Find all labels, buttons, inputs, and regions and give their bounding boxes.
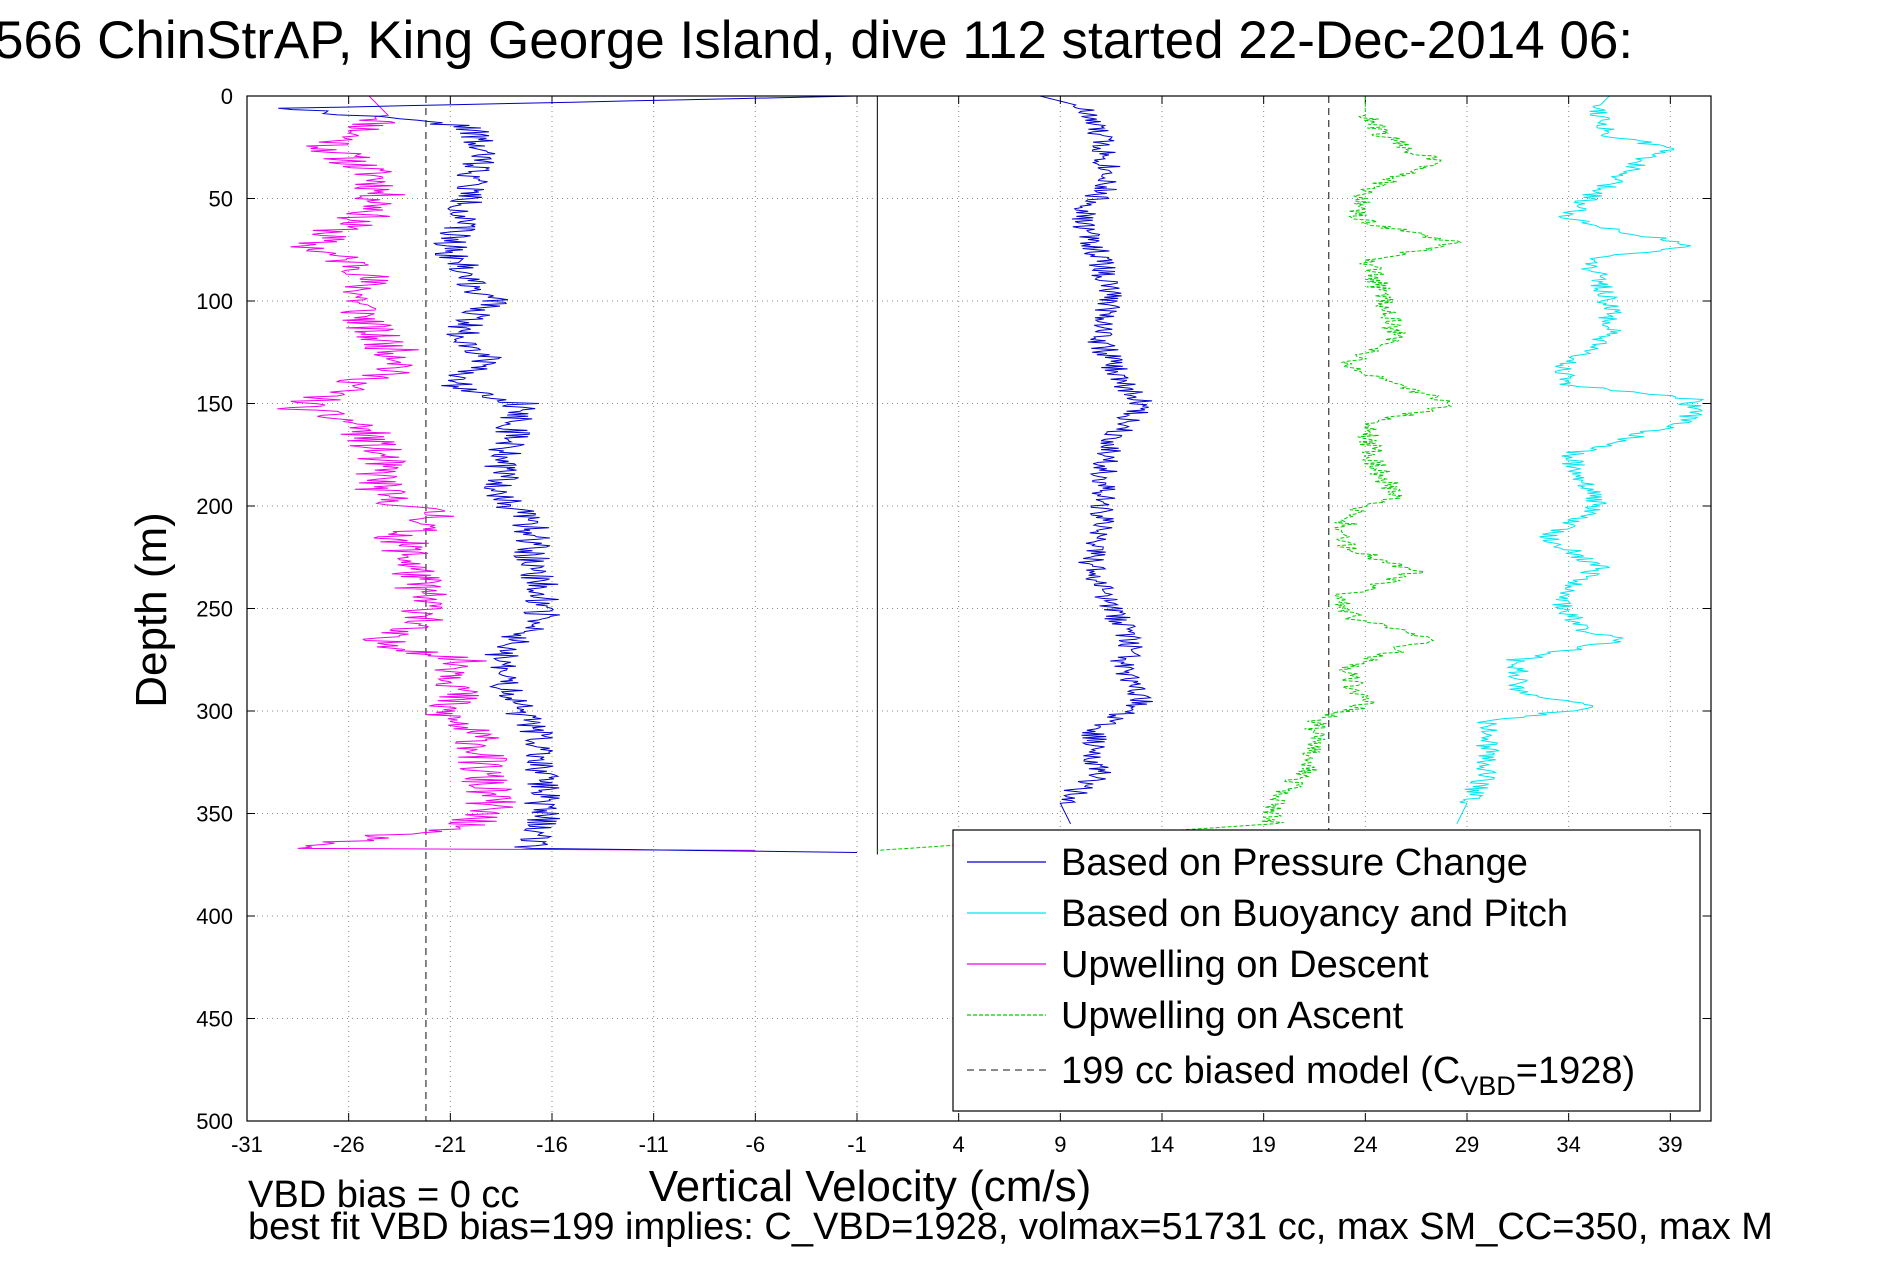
plot-frame [246, 95, 1712, 1122]
x-tick-label: -26 [333, 1132, 365, 1157]
x-tick-label: 34 [1556, 1132, 1580, 1157]
pressure-change-descent-line [278, 95, 858, 853]
legend-buoyancy-pitch-label: Based on Buoyancy and Pitch [1061, 893, 1568, 935]
y-tick-label: 150 [196, 392, 233, 417]
x-tick-label: -31 [231, 1132, 263, 1157]
x-tick-label: -1 [847, 1132, 867, 1157]
x-tick-label: -11 [639, 1132, 669, 1157]
y-tick-label: 300 [196, 699, 233, 724]
x-tick-label: 14 [1150, 1132, 1174, 1157]
best-fit-note: best fit VBD bias=199 implies: C_VBD=192… [248, 1206, 1773, 1248]
x-tick-label: 4 [953, 1132, 965, 1157]
x-tick-label: 19 [1251, 1132, 1275, 1157]
upwelling-descent-line [277, 95, 756, 851]
chart-title: 566 ChinStrAP, King George Island, dive … [0, 11, 1634, 70]
legend-box [952, 829, 1701, 1112]
y-tick-label: 450 [196, 1007, 233, 1032]
upwelling-ascent-line [877, 96, 1462, 851]
x-tick-label: 29 [1455, 1132, 1479, 1157]
x-tick-label: 24 [1353, 1132, 1377, 1157]
x-tick-label: -16 [536, 1132, 568, 1157]
y-tick-label: 100 [196, 289, 233, 314]
legend-upwelling-ascent-label: Upwelling on Ascent [1061, 995, 1404, 1037]
buoyancy-pitch-ascent-line [1456, 95, 1705, 825]
legend-pressure-change-label: Based on Pressure Change [1061, 842, 1528, 884]
x-tick-label: -6 [746, 1132, 766, 1157]
legend-upwelling-descent-label: Upwelling on Descent [1061, 944, 1429, 986]
y-tick-label: 250 [196, 597, 233, 622]
y-tick-label: 0 [221, 84, 233, 109]
y-tick-label: 400 [196, 904, 233, 929]
x-axis-label: Vertical Velocity (cm/s) [648, 1162, 1092, 1211]
y-tick-label: 500 [196, 1109, 233, 1134]
y-tick-label: 350 [196, 802, 233, 827]
vbd-bias-note: VBD bias = 0 cc [248, 1174, 520, 1216]
x-tick-label: 9 [1054, 1132, 1066, 1157]
pressure-change-ascent-line [1039, 95, 1153, 825]
x-tick-label: 39 [1658, 1132, 1682, 1157]
y-tick-label: 200 [196, 494, 233, 519]
x-tick-label: -21 [434, 1132, 466, 1157]
y-tick-label: 50 [209, 187, 233, 212]
